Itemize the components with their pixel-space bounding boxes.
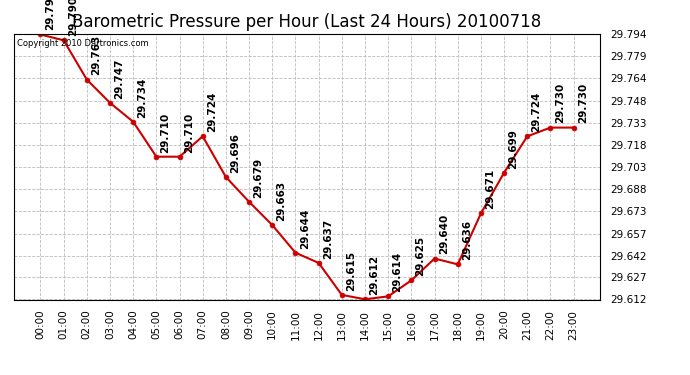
Text: 29.614: 29.614 (393, 252, 402, 292)
Text: 29.615: 29.615 (346, 251, 356, 291)
Text: 29.747: 29.747 (114, 58, 124, 99)
Text: 29.794: 29.794 (45, 0, 55, 30)
Text: 29.636: 29.636 (462, 220, 472, 260)
Text: 29.696: 29.696 (230, 133, 240, 173)
Text: 29.710: 29.710 (161, 112, 170, 153)
Text: 29.790: 29.790 (68, 0, 78, 36)
Text: 29.730: 29.730 (555, 83, 564, 123)
Text: 29.637: 29.637 (323, 219, 333, 259)
Text: 29.724: 29.724 (207, 92, 217, 132)
Text: 29.640: 29.640 (439, 214, 449, 254)
Text: 29.671: 29.671 (485, 169, 495, 209)
Text: 29.612: 29.612 (369, 255, 380, 295)
Text: Copyright 2010 Dartronics.com: Copyright 2010 Dartronics.com (17, 39, 148, 48)
Text: 29.625: 29.625 (415, 236, 426, 276)
Text: 29.699: 29.699 (509, 129, 518, 168)
Title: Barometric Pressure per Hour (Last 24 Hours) 20100718: Barometric Pressure per Hour (Last 24 Ho… (72, 13, 542, 31)
Text: 29.644: 29.644 (299, 208, 310, 249)
Text: 29.734: 29.734 (137, 77, 148, 118)
Text: 29.679: 29.679 (253, 158, 264, 198)
Text: 29.663: 29.663 (277, 181, 286, 221)
Text: 29.724: 29.724 (531, 92, 542, 132)
Text: 29.763: 29.763 (91, 35, 101, 75)
Text: 29.710: 29.710 (184, 112, 194, 153)
Text: 29.730: 29.730 (578, 83, 588, 123)
